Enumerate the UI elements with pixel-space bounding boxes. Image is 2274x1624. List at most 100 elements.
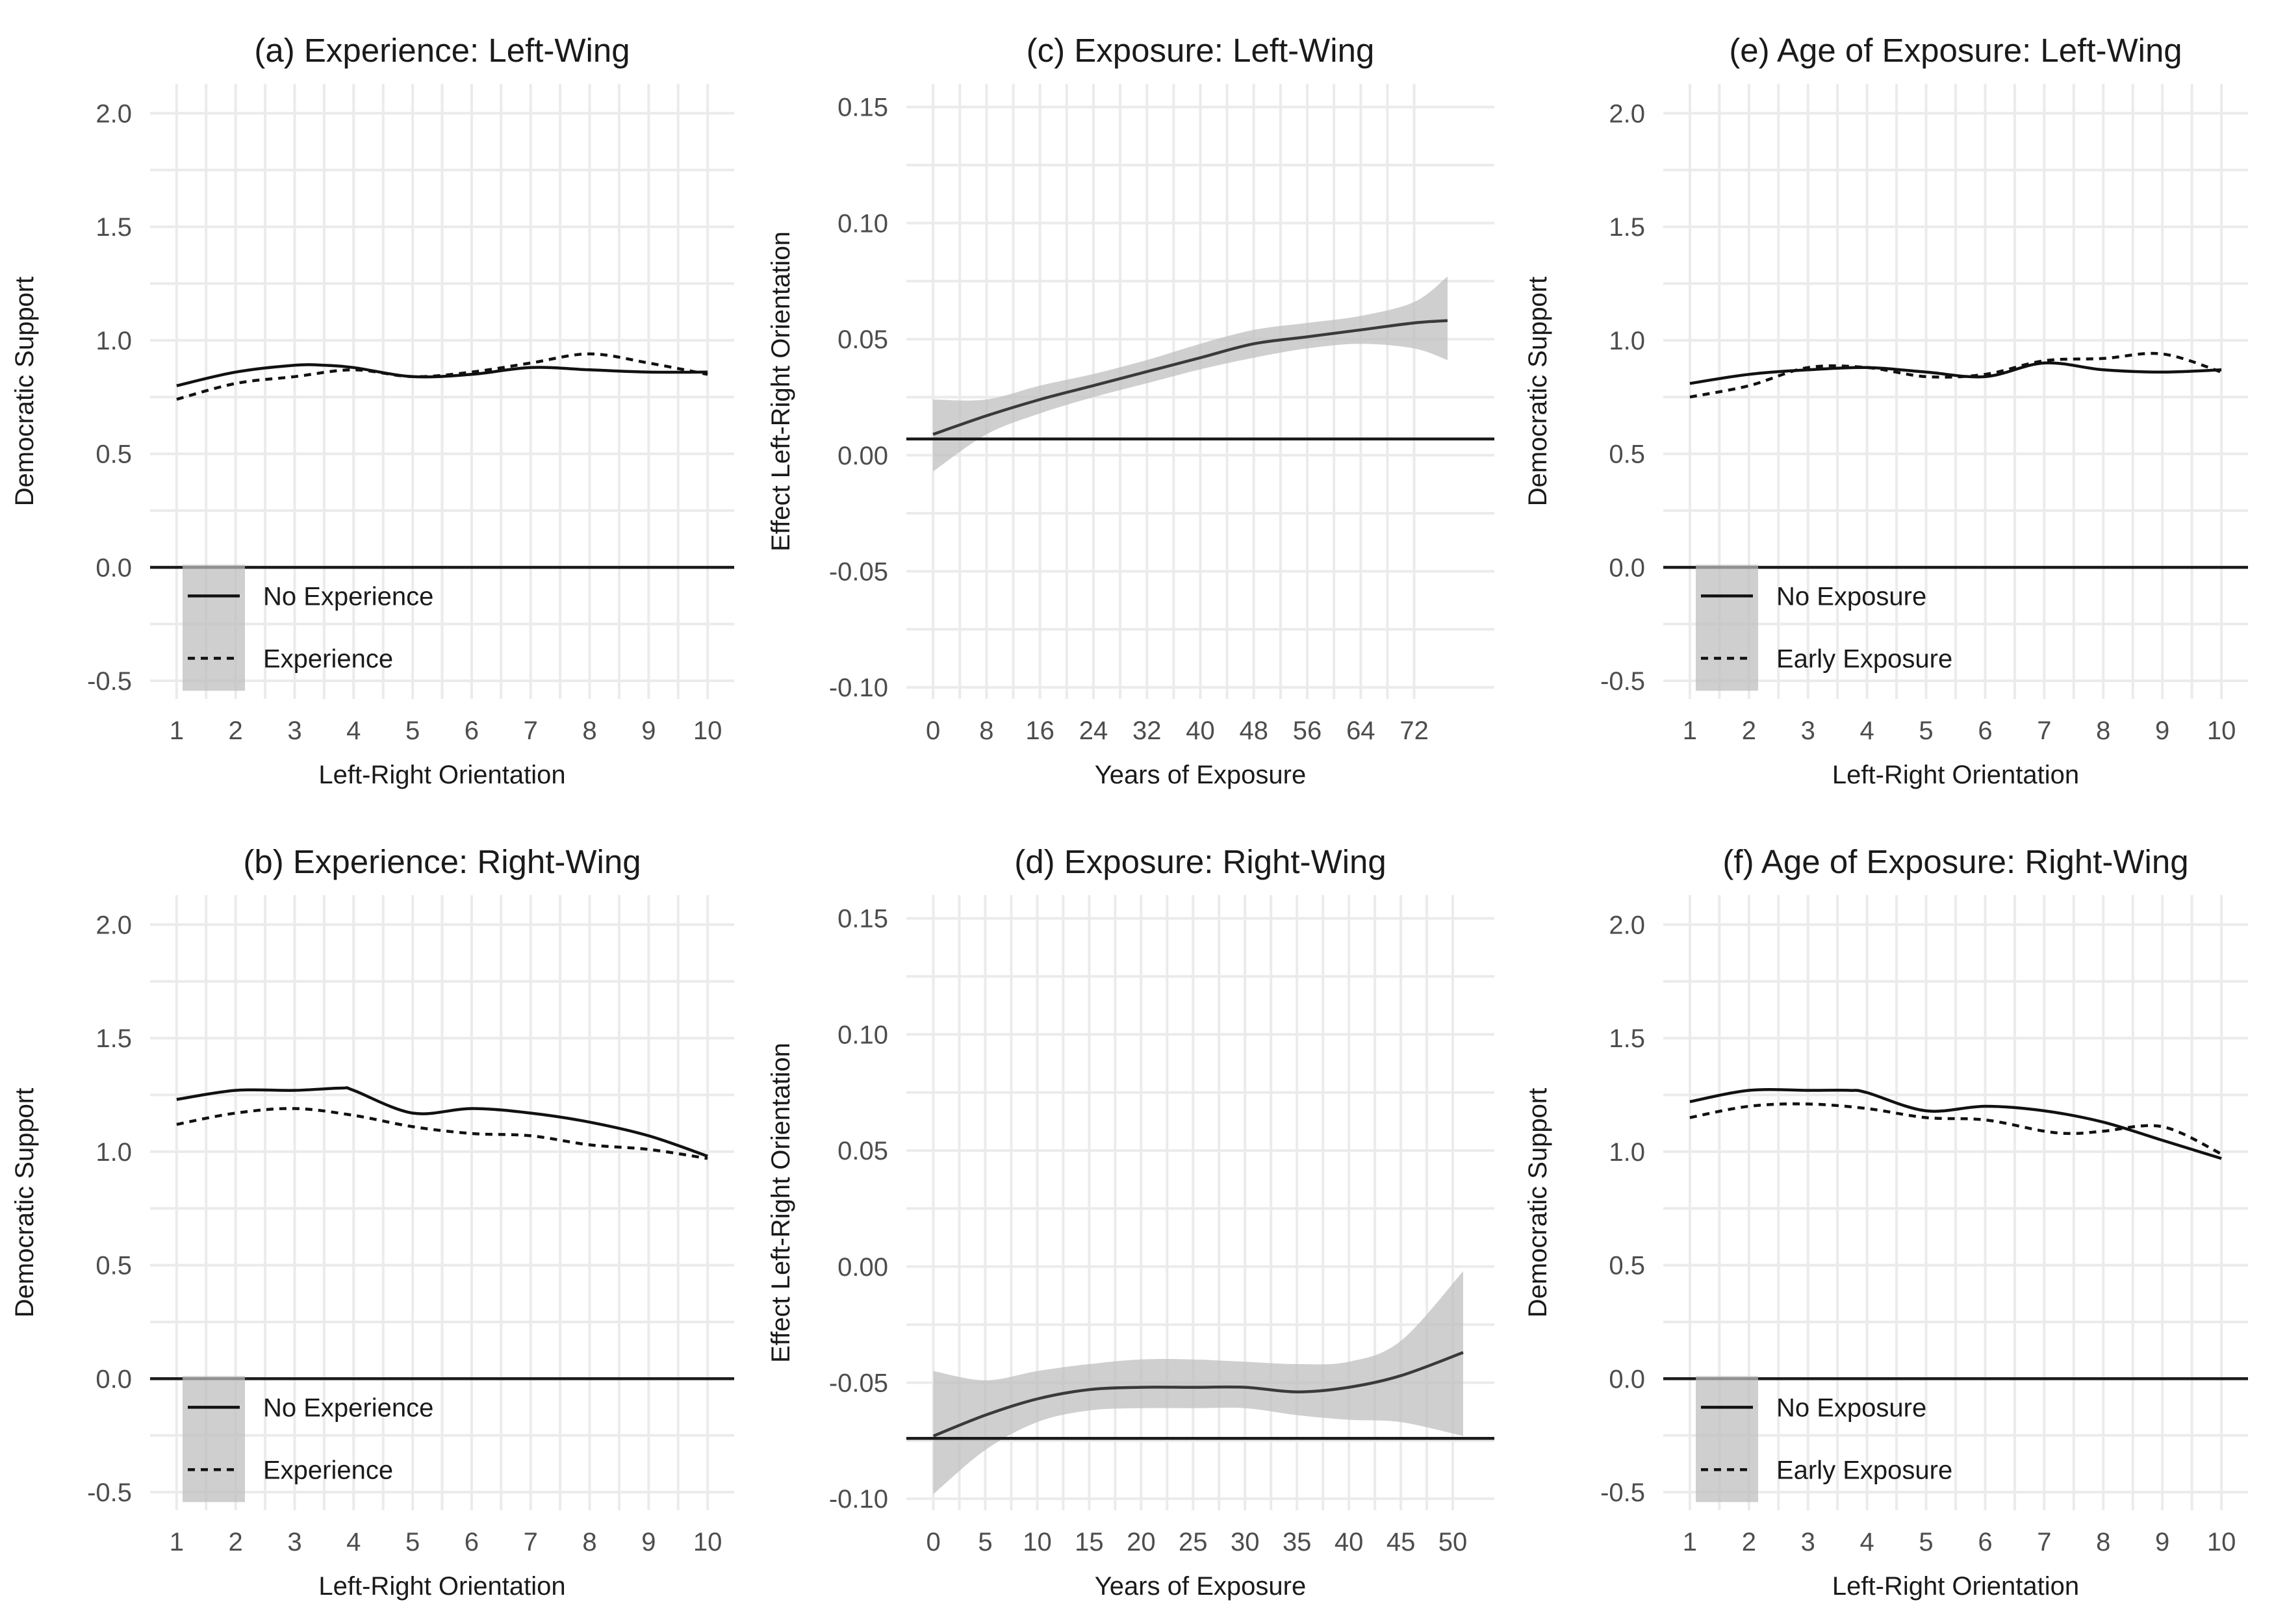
panel-title: (f) Age of Exposure: Right-Wing	[1722, 843, 2188, 880]
series-line-dashed	[1689, 351, 2222, 399]
x-tick-label: 50	[1438, 1528, 1468, 1556]
x-tick-label: 6	[465, 717, 479, 745]
y-axis-label: Democratic Support	[10, 1088, 39, 1317]
series-line-solid	[932, 1351, 1464, 1438]
x-tick-label: 9	[641, 717, 656, 745]
x-tick-label: 6	[1978, 1528, 1992, 1556]
y-tick-label: 1.5	[96, 213, 132, 242]
y-tick-label: 0.5	[96, 440, 132, 469]
panel-c: -0.10 -0.05 0.00 0.05 0.10 0.15 0 8 16 24 32 40 48 56…	[767, 32, 1494, 789]
x-tick-label: 20	[1127, 1528, 1156, 1556]
panel-b: -0.5 0.0 0.5 1.0 1.5 2.0 1 2 3 4 5 6 7 8 9 10 (b) Experi…	[10, 843, 734, 1601]
y-tick-label: 0.00	[837, 442, 888, 470]
y-axis-label: Effect Left-Right Orientation	[767, 231, 795, 552]
x-tick-label: 2	[229, 1528, 243, 1556]
y-tick-label: 2.0	[96, 911, 132, 939]
x-tick-label: 1	[1683, 717, 1697, 745]
panel-f: -0.5 0.0 0.5 1.0 1.5 2.0 1 2 3 4 5 6 7 8 9 10 (f) Age of…	[1524, 843, 2248, 1601]
x-tick-label: 7	[524, 717, 538, 745]
x-tick-label: 4	[346, 717, 361, 745]
x-tick-label: 10	[2207, 717, 2236, 745]
x-tick-label: 6	[465, 1528, 479, 1556]
y-tick-label: 1.5	[1609, 213, 1645, 242]
y-tick-label: 1.0	[96, 327, 132, 355]
legend-label: Experience	[263, 1456, 393, 1484]
x-tick-label: 32	[1132, 717, 1162, 745]
legend-label: No Experience	[263, 1393, 433, 1422]
x-tick-label: 2	[1742, 717, 1756, 745]
series-line-solid	[932, 319, 1448, 436]
series-line-solid	[1689, 1087, 2222, 1160]
x-tick-label: 10	[1023, 1528, 1052, 1556]
y-tick-label: -0.10	[829, 1485, 888, 1514]
legend-label: Early Exposure	[1776, 644, 1952, 673]
y-tick-label: 2.0	[1609, 99, 1645, 128]
legend-key-background	[183, 1376, 245, 1503]
x-tick-label: 45	[1386, 1528, 1416, 1556]
x-tick-label: 1	[170, 717, 184, 745]
panel-a: -0.5 0.0 0.5 1.0 1.5 2.0 1 2 3 4 5 6 7 8 9 10 (a) Experi…	[10, 32, 734, 789]
y-tick-label: 0.5	[1609, 1252, 1645, 1280]
x-tick-label: 48	[1240, 717, 1269, 745]
y-tick-label: -0.5	[1600, 1478, 1645, 1507]
y-tick-label: 1.0	[1609, 327, 1645, 355]
y-tick-label: 0.10	[837, 209, 888, 238]
x-tick-label: 7	[524, 1528, 538, 1556]
series-line-solid	[1689, 361, 2222, 385]
legend-key-background	[1696, 1376, 1758, 1503]
y-tick-label: -0.5	[1600, 667, 1645, 696]
series-line-dashed	[176, 1107, 708, 1160]
x-tick-label: 9	[2155, 717, 2169, 745]
y-tick-label: 0.0	[96, 1365, 132, 1393]
series-line-solid	[176, 1086, 708, 1158]
legend-key-background	[1696, 565, 1758, 691]
y-axis-label: Democratic Support	[10, 277, 39, 506]
x-tick-label: 4	[1860, 1528, 1874, 1556]
x-tick-label: 15	[1075, 1528, 1104, 1556]
y-axis-label: Effect Left-Right Orientation	[767, 1043, 795, 1363]
legend-label: No Exposure	[1776, 582, 1926, 611]
x-tick-label: 4	[1860, 717, 1874, 745]
x-tick-label: 8	[2096, 1528, 2110, 1556]
y-tick-label: -0.10	[829, 674, 888, 702]
panel-title: (e) Age of Exposure: Left-Wing	[1729, 32, 2182, 69]
x-tick-label: 5	[978, 1528, 992, 1556]
x-tick-label: 8	[582, 717, 596, 745]
x-tick-label: 10	[693, 1528, 722, 1556]
x-tick-label: 8	[2096, 717, 2110, 745]
x-tick-label: 0	[926, 717, 940, 745]
confidence-band	[933, 276, 1448, 472]
confidence-band	[933, 1271, 1463, 1494]
x-tick-label: 9	[2155, 1528, 2169, 1556]
x-tick-label: 9	[641, 1528, 656, 1556]
y-axis-label: Democratic Support	[1524, 277, 1552, 506]
y-tick-label: 0.15	[837, 94, 888, 122]
legend-label: No Exposure	[1776, 1393, 1926, 1422]
x-axis-label: Years of Exposure	[1095, 761, 1306, 789]
y-tick-label: 0.0	[1609, 1365, 1645, 1393]
x-tick-label: 16	[1025, 717, 1054, 745]
x-tick-label: 35	[1283, 1528, 1312, 1556]
x-tick-label: 10	[2207, 1528, 2236, 1556]
x-tick-label: 7	[2037, 717, 2051, 745]
y-tick-label: 0.5	[1609, 440, 1645, 469]
y-tick-label: 1.5	[1609, 1024, 1645, 1053]
x-tick-label: 3	[287, 717, 301, 745]
y-tick-label: -0.5	[87, 1478, 132, 1507]
x-tick-label: 0	[926, 1528, 940, 1556]
y-tick-label: 0.0	[96, 553, 132, 582]
x-axis-label: Left-Right Orientation	[1832, 1572, 2079, 1601]
x-tick-label: 40	[1186, 717, 1215, 745]
series-line-dashed	[1689, 1102, 2223, 1156]
series-line-solid	[176, 363, 708, 387]
y-tick-label: 0.0	[1609, 553, 1645, 582]
y-tick-label: 0.00	[837, 1253, 888, 1282]
x-tick-label: 6	[1978, 717, 1992, 745]
y-tick-label: 1.0	[96, 1138, 132, 1167]
x-tick-label: 5	[1919, 717, 1933, 745]
panel-title: (b) Experience: Right-Wing	[243, 843, 641, 880]
x-tick-label: 56	[1293, 717, 1322, 745]
x-tick-label: 5	[1919, 1528, 1933, 1556]
series-line-dashed	[176, 352, 708, 401]
x-tick-label: 4	[346, 1528, 361, 1556]
